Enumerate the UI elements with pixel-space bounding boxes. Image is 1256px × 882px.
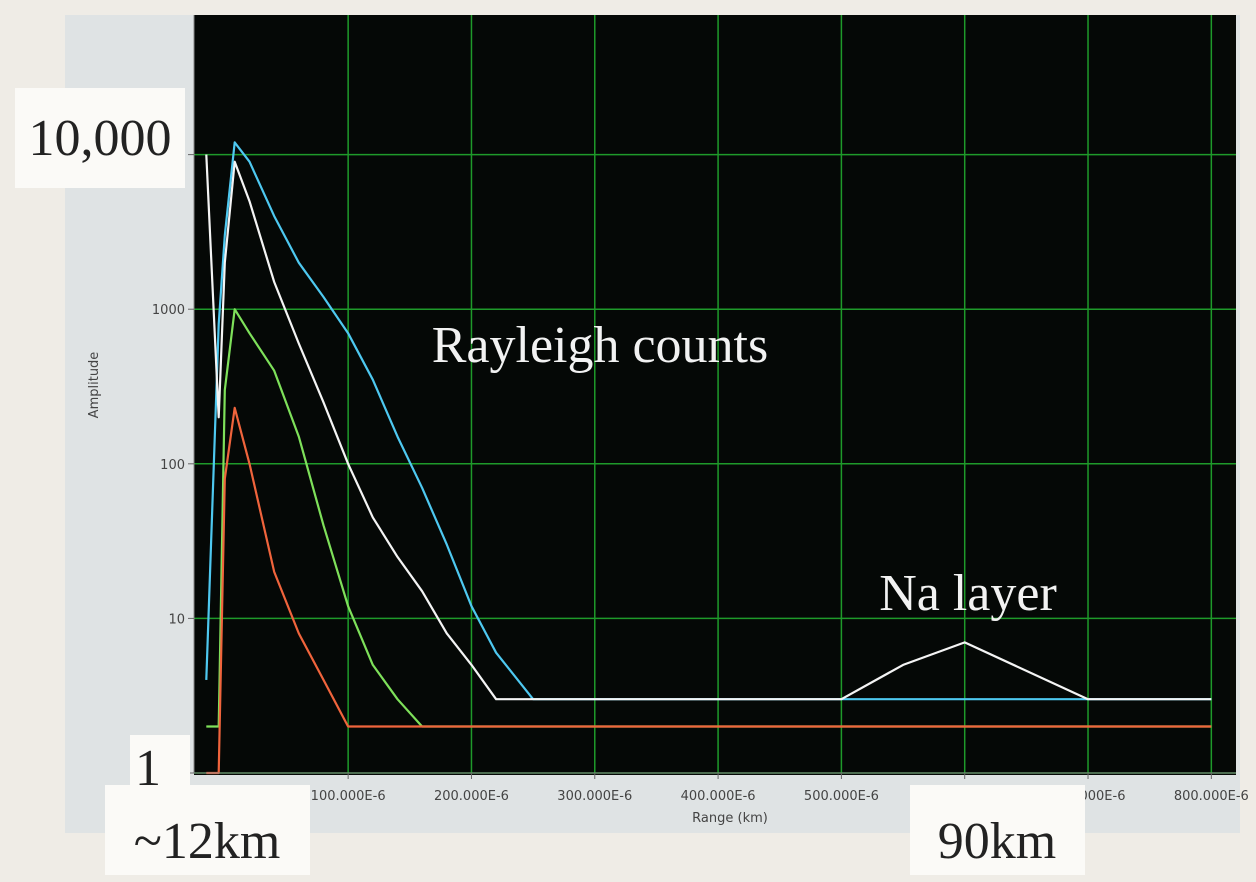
x-axis-title: Range (km) — [692, 811, 768, 826]
annotation-box — [105, 785, 310, 875]
annotation-box — [15, 88, 185, 188]
series-line — [205, 154, 1212, 701]
y-axis-title: Amplitude — [87, 352, 102, 419]
annotation: Rayleigh counts — [432, 317, 769, 374]
x-tick-label: 800.000E-6 — [1174, 789, 1249, 804]
x-tick-label: 300.000E-6 — [557, 789, 632, 804]
annotation: 10,000 — [29, 110, 172, 167]
x-tick-label: 200.000E-6 — [434, 789, 509, 804]
x-tick-label: 500.000E-6 — [804, 789, 879, 804]
series-line — [206, 406, 1212, 775]
y-tick-label: 100 — [160, 458, 185, 473]
series-line — [205, 141, 1212, 701]
annotation: ~12km — [134, 813, 281, 870]
annotation-box — [910, 785, 1085, 875]
annotation: Na layer — [879, 565, 1057, 622]
y-tick-label: 1000 — [152, 303, 185, 318]
x-tick-label: 100.000E-6 — [311, 789, 386, 804]
y-tick-label: 10 — [168, 612, 185, 627]
x-tick-label: 400.000E-6 — [681, 789, 756, 804]
plot-area — [194, 15, 1236, 775]
annotation: 90km — [938, 813, 1056, 870]
annotation-box — [130, 735, 190, 790]
